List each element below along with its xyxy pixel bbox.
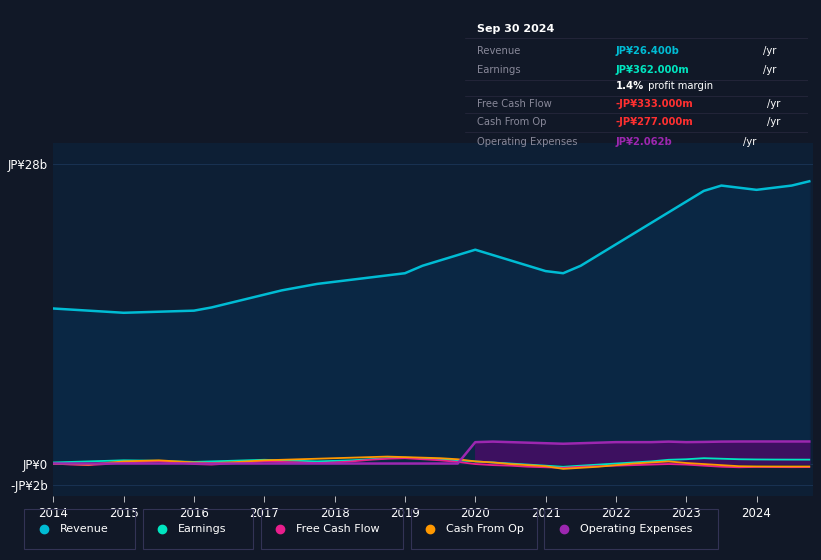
Text: /yr: /yr <box>743 137 756 147</box>
Text: Free Cash Flow: Free Cash Flow <box>296 524 380 534</box>
Text: Earnings: Earnings <box>178 524 227 534</box>
Text: Cash From Op: Cash From Op <box>477 117 547 127</box>
Text: Operating Expenses: Operating Expenses <box>580 524 692 534</box>
Text: /yr: /yr <box>764 66 777 76</box>
Text: /yr: /yr <box>764 46 777 57</box>
Text: Cash From Op: Cash From Op <box>446 524 524 534</box>
Text: Revenue: Revenue <box>477 46 521 57</box>
Text: JP¥26.400b: JP¥26.400b <box>616 46 680 57</box>
Text: Free Cash Flow: Free Cash Flow <box>477 99 552 109</box>
Text: /yr: /yr <box>767 99 780 109</box>
Text: JP¥2.062b: JP¥2.062b <box>616 137 672 147</box>
Text: Earnings: Earnings <box>477 66 521 76</box>
Text: Sep 30 2024: Sep 30 2024 <box>477 24 554 34</box>
Text: Operating Expenses: Operating Expenses <box>477 137 577 147</box>
Text: /yr: /yr <box>767 117 780 127</box>
Text: profit margin: profit margin <box>645 81 713 91</box>
Text: Revenue: Revenue <box>60 524 108 534</box>
Text: JP¥362.000m: JP¥362.000m <box>616 66 690 76</box>
Text: 1.4%: 1.4% <box>616 81 644 91</box>
Text: -JP¥333.000m: -JP¥333.000m <box>616 99 694 109</box>
Text: -JP¥277.000m: -JP¥277.000m <box>616 117 694 127</box>
